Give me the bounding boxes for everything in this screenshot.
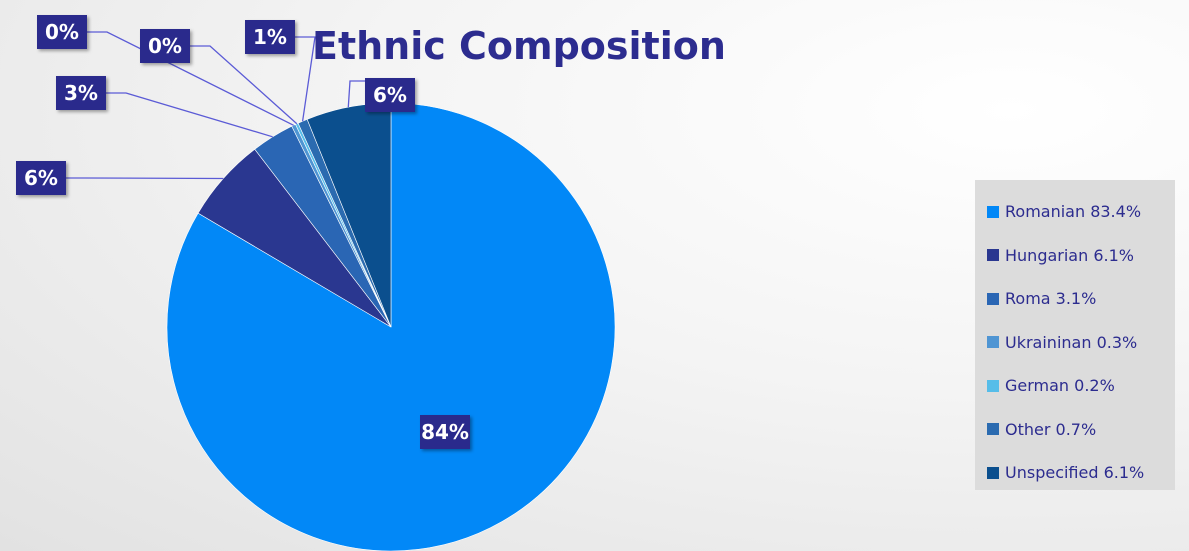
data-label: 1% <box>253 25 287 49</box>
data-label: 84% <box>421 420 469 444</box>
legend-item: Other 0.7% <box>987 408 1175 452</box>
legend: Romanian 83.4% Hungarian 6.1% Roma 3.1% Ukr… <box>975 180 1175 490</box>
data-label: 0% <box>45 20 79 44</box>
data-label: 6% <box>24 166 58 190</box>
legend-swatch <box>987 467 999 479</box>
legend-item: Ukraininan 0.3% <box>987 321 1175 365</box>
legend-swatch <box>987 293 999 305</box>
legend-label: German 0.2% <box>1005 376 1115 395</box>
data-label: 6% <box>373 83 407 107</box>
legend-label: Unspecified 6.1% <box>1005 463 1144 482</box>
legend-item: Romanian 83.4% <box>987 190 1175 234</box>
legend-label: Romanian 83.4% <box>1005 202 1141 221</box>
legend-item: Unspecified 6.1% <box>987 451 1175 495</box>
leader-line <box>190 46 297 124</box>
data-label: 3% <box>64 81 98 105</box>
data-label: 0% <box>148 34 182 58</box>
legend-swatch <box>987 249 999 261</box>
legend-swatch <box>987 423 999 435</box>
legend-swatch <box>987 380 999 392</box>
legend-item: Roma 3.1% <box>987 277 1175 321</box>
leader-line <box>106 93 273 137</box>
legend-swatch <box>987 206 999 218</box>
legend-label: Other 0.7% <box>1005 420 1096 439</box>
legend-swatch <box>987 336 999 348</box>
legend-item: German 0.2% <box>987 364 1175 408</box>
leader-line <box>348 81 365 107</box>
chart-title: Ethnic Composition <box>312 24 726 68</box>
legend-label: Hungarian 6.1% <box>1005 246 1134 265</box>
legend-label: Ukraininan 0.3% <box>1005 333 1137 352</box>
legend-item: Hungarian 6.1% <box>987 234 1175 278</box>
legend-label: Roma 3.1% <box>1005 289 1096 308</box>
